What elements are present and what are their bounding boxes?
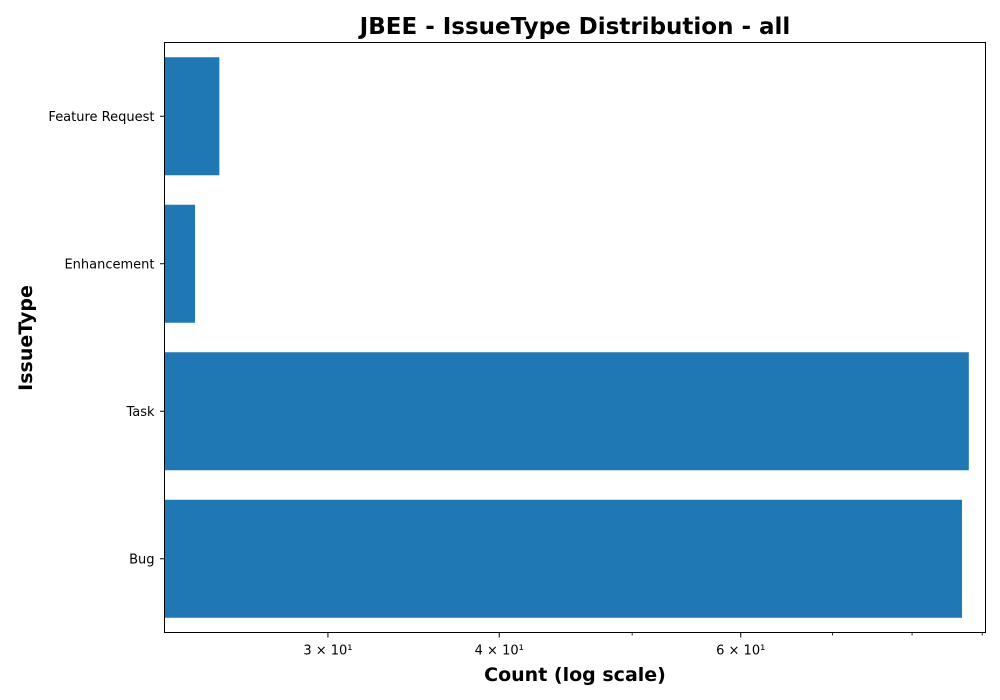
x-axis-ticks: 3 × 10¹ 4 × 10¹ 6 × 10¹ [303,632,983,659]
x-tick-label: 6 × 10¹ [716,644,765,659]
bar-bug [164,499,963,618]
plot-frame [164,42,986,633]
bar-task [164,352,969,471]
y-tick-label: Bug [129,552,154,567]
y-tick-label: Enhancement [64,257,154,272]
chart-title: JBEE - IssueType Distribution - all [358,14,791,40]
y-tick-label: Task [125,405,155,420]
y-axis-ticks: Bug Task Enhancement Feature Request [48,110,165,567]
y-axis-label: IssueType [15,285,37,391]
x-tick-label: 3 × 10¹ [303,644,352,659]
bar-enhancement [164,204,196,323]
x-tick-label: 4 × 10¹ [475,644,524,659]
bar-feature-request [164,57,220,176]
y-tick-label: Feature Request [48,110,154,125]
x-axis-label: Count (log scale) [484,664,666,686]
bars-group [164,57,969,618]
